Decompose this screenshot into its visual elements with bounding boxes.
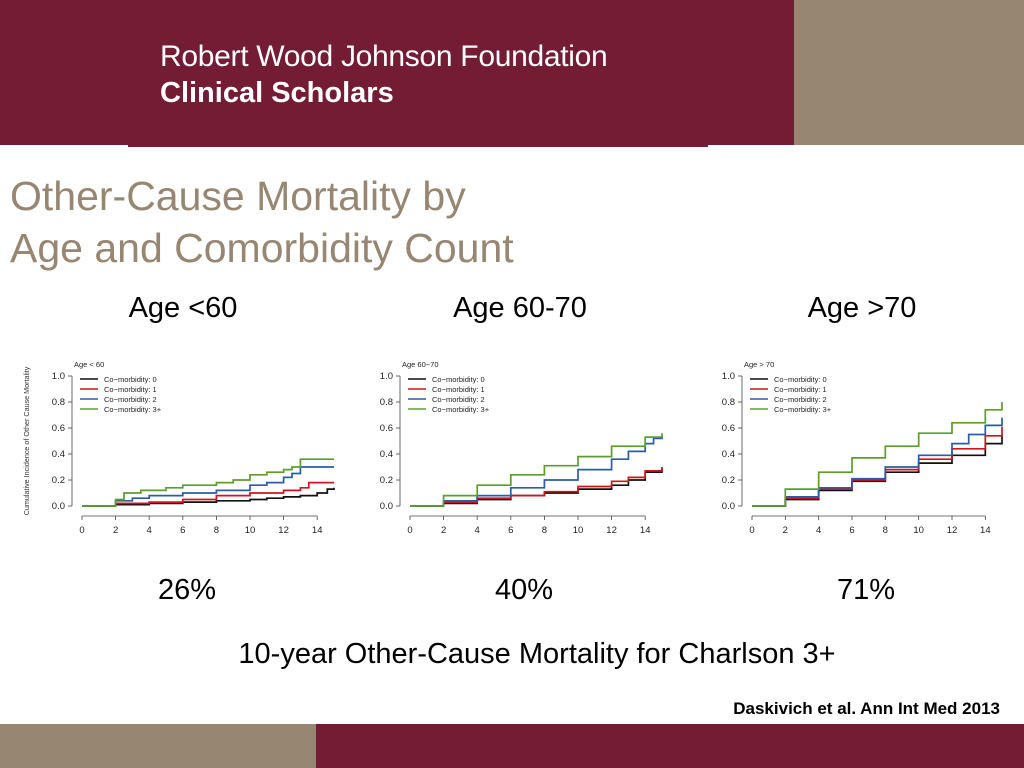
legend-label: Co−morbidity: 2: [774, 395, 827, 404]
x-tick-label: 14: [312, 525, 323, 536]
series-line-comorbidity-3: [410, 433, 663, 507]
slide-title-line-1: Other-Cause Mortality by: [10, 173, 466, 219]
series-line-comorbidity-3: [82, 458, 334, 507]
series-line-comorbidity-1: [82, 481, 334, 507]
header-side-block: [794, 0, 1024, 145]
y-tick-label: 0.8: [380, 397, 393, 408]
legend-label: Co−morbidity: 3+: [432, 405, 490, 414]
y-tick-label: 0.6: [722, 423, 735, 434]
series-line-comorbidity-2: [410, 435, 663, 507]
y-tick-label: 0.4: [52, 449, 65, 460]
x-tick-label: 8: [883, 525, 888, 536]
y-tick-label: 0.6: [52, 423, 65, 434]
series-line-comorbidity-0: [410, 468, 663, 507]
y-tick-label: 0.6: [380, 423, 393, 434]
y-axis-label: Cumulative Incidence of Other Cause Mort…: [22, 366, 31, 515]
y-tick-label: 1.0: [380, 371, 393, 382]
legend-label: Co−morbidity: 0: [104, 375, 157, 384]
x-tick-label: 2: [441, 525, 446, 536]
x-tick-label: 2: [113, 525, 118, 536]
y-tick-label: 0.0: [380, 501, 393, 512]
x-tick-label: 4: [816, 525, 821, 536]
series-line-comorbidity-3: [752, 402, 1003, 507]
y-tick-label: 0.4: [380, 449, 393, 460]
panel-title-age-over-70: Age >70: [807, 292, 917, 324]
legend-label: Co−morbidity: 3+: [774, 405, 832, 414]
summary-caption: 10-year Other-Cause Mortality for Charls…: [238, 638, 836, 670]
slide-title: Other-Cause Mortality by Age and Comorbi…: [10, 170, 514, 274]
y-tick-label: 0.2: [380, 475, 393, 486]
x-tick-label: 14: [980, 525, 991, 536]
x-tick-label: 8: [214, 525, 219, 536]
x-tick-label: 12: [947, 525, 958, 536]
chart-inner-title: Age < 60: [74, 360, 104, 369]
legend-label: Co−morbidity: 1: [104, 385, 157, 394]
series-line-comorbidity-1: [752, 426, 1003, 507]
org-name: Robert Wood Johnson Foundation: [160, 40, 608, 73]
y-tick-label: 0.2: [52, 475, 65, 486]
y-tick-label: 1.0: [722, 371, 735, 382]
x-tick-label: 10: [913, 525, 924, 536]
citation: Daskivich et al. Ann Int Med 2013: [733, 699, 1000, 718]
x-tick-label: 4: [475, 525, 480, 536]
x-tick-label: 12: [278, 525, 289, 536]
header-underline: [128, 145, 708, 147]
x-tick-label: 6: [180, 525, 185, 536]
legend-label: Co−morbidity: 2: [104, 395, 157, 404]
x-tick-label: 12: [606, 525, 617, 536]
header-banner: [0, 0, 794, 145]
legend-label: Co−morbidity: 0: [774, 375, 827, 384]
x-tick-label: 4: [147, 525, 152, 536]
footer-right-block: [316, 724, 1024, 768]
x-tick-label: 0: [79, 525, 84, 536]
slide-title-line-2: Age and Comorbidity Count: [10, 225, 514, 271]
panel-title-age-under-60: Age <60: [128, 292, 238, 324]
y-tick-label: 1.0: [52, 371, 65, 382]
series-line-comorbidity-1: [410, 467, 663, 507]
x-tick-label: 6: [849, 525, 854, 536]
y-tick-label: 0.0: [722, 501, 735, 512]
x-tick-label: 8: [542, 525, 547, 536]
footer-left-block: [0, 724, 316, 768]
legend-label: Co−morbidity: 3+: [104, 405, 162, 414]
legend-label: Co−morbidity: 2: [432, 395, 485, 404]
y-tick-label: 0.0: [52, 501, 65, 512]
x-tick-label: 0: [407, 525, 412, 536]
chart-inner-title: Age > 70: [744, 360, 774, 369]
legend-label: Co−morbidity: 1: [774, 385, 827, 394]
percentage-age-under-60: 26%: [157, 574, 217, 606]
x-tick-label: 14: [640, 525, 651, 536]
x-tick-label: 2: [783, 525, 788, 536]
x-tick-label: 6: [508, 525, 513, 536]
chart-age-60-70: 0.0 0.2 0.4 0.6 0.8 1.0 0 2 4 6 8 10 12 14 Age 60−70 Co…: [380, 360, 663, 536]
x-tick-label: 10: [573, 525, 584, 536]
y-tick-label: 0.8: [52, 397, 65, 408]
x-tick-label: 0: [749, 525, 754, 536]
series-line-comorbidity-0: [752, 435, 1003, 507]
y-tick-label: 0.2: [722, 475, 735, 486]
y-tick-label: 0.8: [722, 397, 735, 408]
x-tick-label: 10: [245, 525, 256, 536]
legend-label: Co−morbidity: 1: [432, 385, 485, 394]
chart-age-under-60: 0.0 0.2 0.4 0.6 0.8 1.0 0 2 4 6 8 10 12 14 Age < 60 Cum…: [22, 360, 335, 536]
series-line-comorbidity-2: [752, 417, 1003, 507]
series-line-comorbidity-2: [82, 466, 334, 507]
panel-title-age-60-70: Age 60-70: [453, 292, 587, 324]
y-tick-label: 0.4: [722, 449, 735, 460]
legend-label: Co−morbidity: 0: [432, 375, 485, 384]
chart-inner-title: Age 60−70: [402, 360, 439, 369]
percentage-age-over-70: 71%: [836, 574, 896, 606]
program-name: Clinical Scholars: [160, 77, 394, 109]
percentage-age-60-70: 40%: [494, 574, 554, 606]
